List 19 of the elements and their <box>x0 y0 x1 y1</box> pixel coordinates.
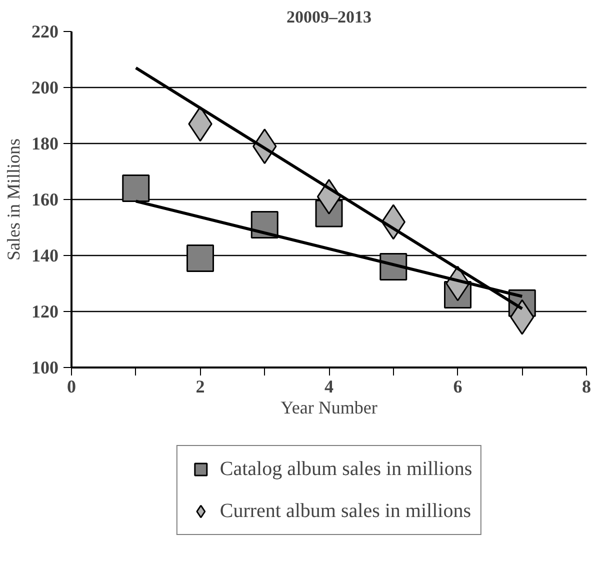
legend-label: Catalog album sales in millions <box>220 458 472 480</box>
x-axis-title: Year Number <box>280 398 378 418</box>
legend-label: Current album sales in millions <box>220 500 471 522</box>
x-tick-label: 0 <box>67 376 76 396</box>
y-axis-title: Sales in Millions <box>4 138 24 261</box>
y-tick-label: 100 <box>32 358 58 378</box>
y-tick-label: 200 <box>32 78 58 98</box>
point <box>122 174 150 202</box>
y-tick-label: 220 <box>32 22 58 42</box>
y-tick-label: 140 <box>32 246 58 266</box>
y-tick-label: 180 <box>32 134 58 154</box>
x-tick-label: 2 <box>196 376 205 396</box>
y-tick-label: 120 <box>32 302 58 322</box>
y-tick-label: 160 <box>32 190 58 210</box>
x-tick-label: 4 <box>324 376 334 396</box>
point <box>186 244 214 272</box>
x-tick-label: 6 <box>453 376 462 396</box>
x-tick-label: 8 <box>582 376 591 396</box>
chart-title: 20009–2013 <box>286 8 372 26</box>
